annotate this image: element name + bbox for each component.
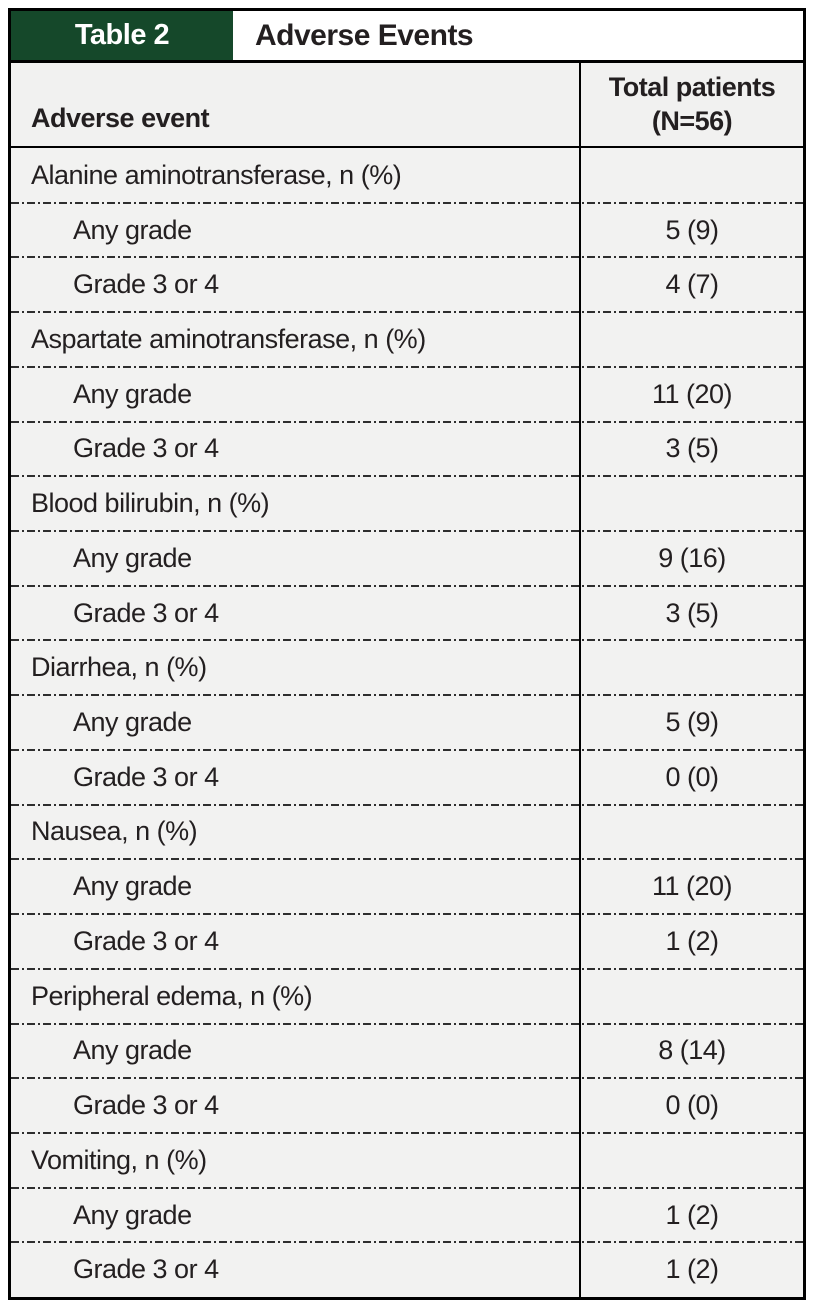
table-row: Grade 3 or 4 3 (5)	[11, 420, 803, 477]
table-row-value: 4 (7)	[579, 257, 803, 313]
column-header-total-patients: Total patients (N=56)	[579, 63, 803, 146]
table-row-label: Any grade	[73, 871, 192, 902]
table-row-label: Grade 3 or 4	[73, 761, 219, 792]
table-row-label: Grade 3 or 4	[73, 269, 219, 300]
table-row-label: Grade 3 or 4	[73, 925, 219, 956]
table-row-value: 5 (9)	[579, 202, 803, 258]
table-row: Grade 3 or 4 1 (2)	[11, 1241, 803, 1298]
table-row-label: Any grade	[73, 542, 192, 573]
category-row-label: Alanine aminotransferase, n (%)	[31, 159, 402, 190]
table-row-value: 5 (9)	[579, 695, 803, 750]
table-row: Any grade 5 (9)	[11, 694, 803, 750]
category-row-value	[579, 312, 803, 367]
table-row: Any grade 11 (20)	[11, 365, 803, 422]
column-header-adverse-event: Adverse event	[31, 103, 210, 133]
table-row: Grade 3 or 4 0 (0)	[11, 1077, 803, 1133]
table-row: Grade 3 or 4 1 (2)	[11, 913, 803, 969]
category-row-value	[579, 148, 803, 203]
table-row: Grade 3 or 4 4 (7)	[11, 256, 803, 313]
table-row-label: Any grade	[73, 378, 192, 409]
total-patients-label: Total patients	[608, 71, 776, 102]
category-row: Peripheral edema, n (%)	[11, 967, 803, 1024]
table-row-value: 0 (0)	[579, 749, 803, 805]
table-row-value: 1 (2)	[579, 1242, 803, 1298]
table-row-value: 11 (20)	[579, 366, 803, 422]
table-row-value: 3 (5)	[579, 585, 803, 641]
category-row-label: Nausea, n (%)	[31, 816, 198, 847]
table-row-value: 9 (16)	[579, 531, 803, 586]
table-row-label: Grade 3 or 4	[73, 1254, 219, 1285]
table-header-row: Adverse event Total patients (N=56)	[11, 63, 803, 148]
table-row-label: Grade 3 or 4	[73, 433, 219, 464]
category-row-value	[579, 640, 803, 696]
table-row: Any grade 5 (9)	[11, 201, 803, 258]
table-row: Grade 3 or 4 0 (0)	[11, 748, 803, 805]
table-row-value: 0 (0)	[579, 1078, 803, 1133]
table-row: Grade 3 or 4 3 (5)	[11, 584, 803, 641]
table-body: Alanine aminotransferase, n (%) Any grade…	[11, 148, 803, 1298]
category-row-value	[579, 804, 803, 860]
table-row: Any grade 11 (20)	[11, 858, 803, 915]
table-row-value: 3 (5)	[579, 421, 803, 477]
category-row-value	[579, 1132, 803, 1188]
category-row: Nausea, n (%)	[11, 803, 803, 860]
table-row-label: Any grade	[73, 214, 192, 245]
table-row-value: 11 (20)	[579, 859, 803, 915]
table-title: Adverse Events	[255, 18, 474, 52]
category-row: Alanine aminotransferase, n (%)	[11, 148, 803, 203]
table-row: Any grade 8 (14)	[11, 1022, 803, 1079]
category-row: Vomiting, n (%)	[11, 1131, 803, 1188]
category-row: Aspartate aminotransferase, n (%)	[11, 311, 803, 367]
table-number-tag: Table 2	[11, 11, 233, 60]
category-row-label: Blood bilirubin, n (%)	[31, 488, 270, 519]
table-row-value: 8 (14)	[579, 1023, 803, 1079]
category-row-value	[579, 968, 803, 1024]
category-row: Blood bilirubin, n (%)	[11, 475, 803, 532]
table-row: Any grade 9 (16)	[11, 530, 803, 586]
table-row-label: Grade 3 or 4	[73, 1090, 219, 1121]
total-patients-n: (N=56)	[651, 105, 733, 136]
category-row-label: Vomiting, n (%)	[31, 1144, 207, 1175]
table-row-value: 1 (2)	[579, 914, 803, 969]
table-row-label: Any grade	[73, 1035, 192, 1066]
category-row-label: Aspartate aminotransferase, n (%)	[31, 324, 426, 355]
table-row-label: Any grade	[73, 1199, 192, 1230]
table-title-bar: Table 2 Adverse Events	[11, 11, 803, 63]
category-row-label: Peripheral edema, n (%)	[31, 980, 313, 1011]
table-row: Any grade 1 (2)	[11, 1186, 803, 1243]
category-row-label: Diarrhea, n (%)	[31, 652, 207, 683]
table-row-value: 1 (2)	[579, 1187, 803, 1243]
category-row-value	[579, 476, 803, 532]
table-row-label: Grade 3 or 4	[73, 597, 219, 628]
table-row-label: Any grade	[73, 707, 192, 738]
adverse-events-table: Table 2 Adverse Events Adverse event Tot…	[8, 8, 806, 1300]
category-row: Diarrhea, n (%)	[11, 639, 803, 696]
